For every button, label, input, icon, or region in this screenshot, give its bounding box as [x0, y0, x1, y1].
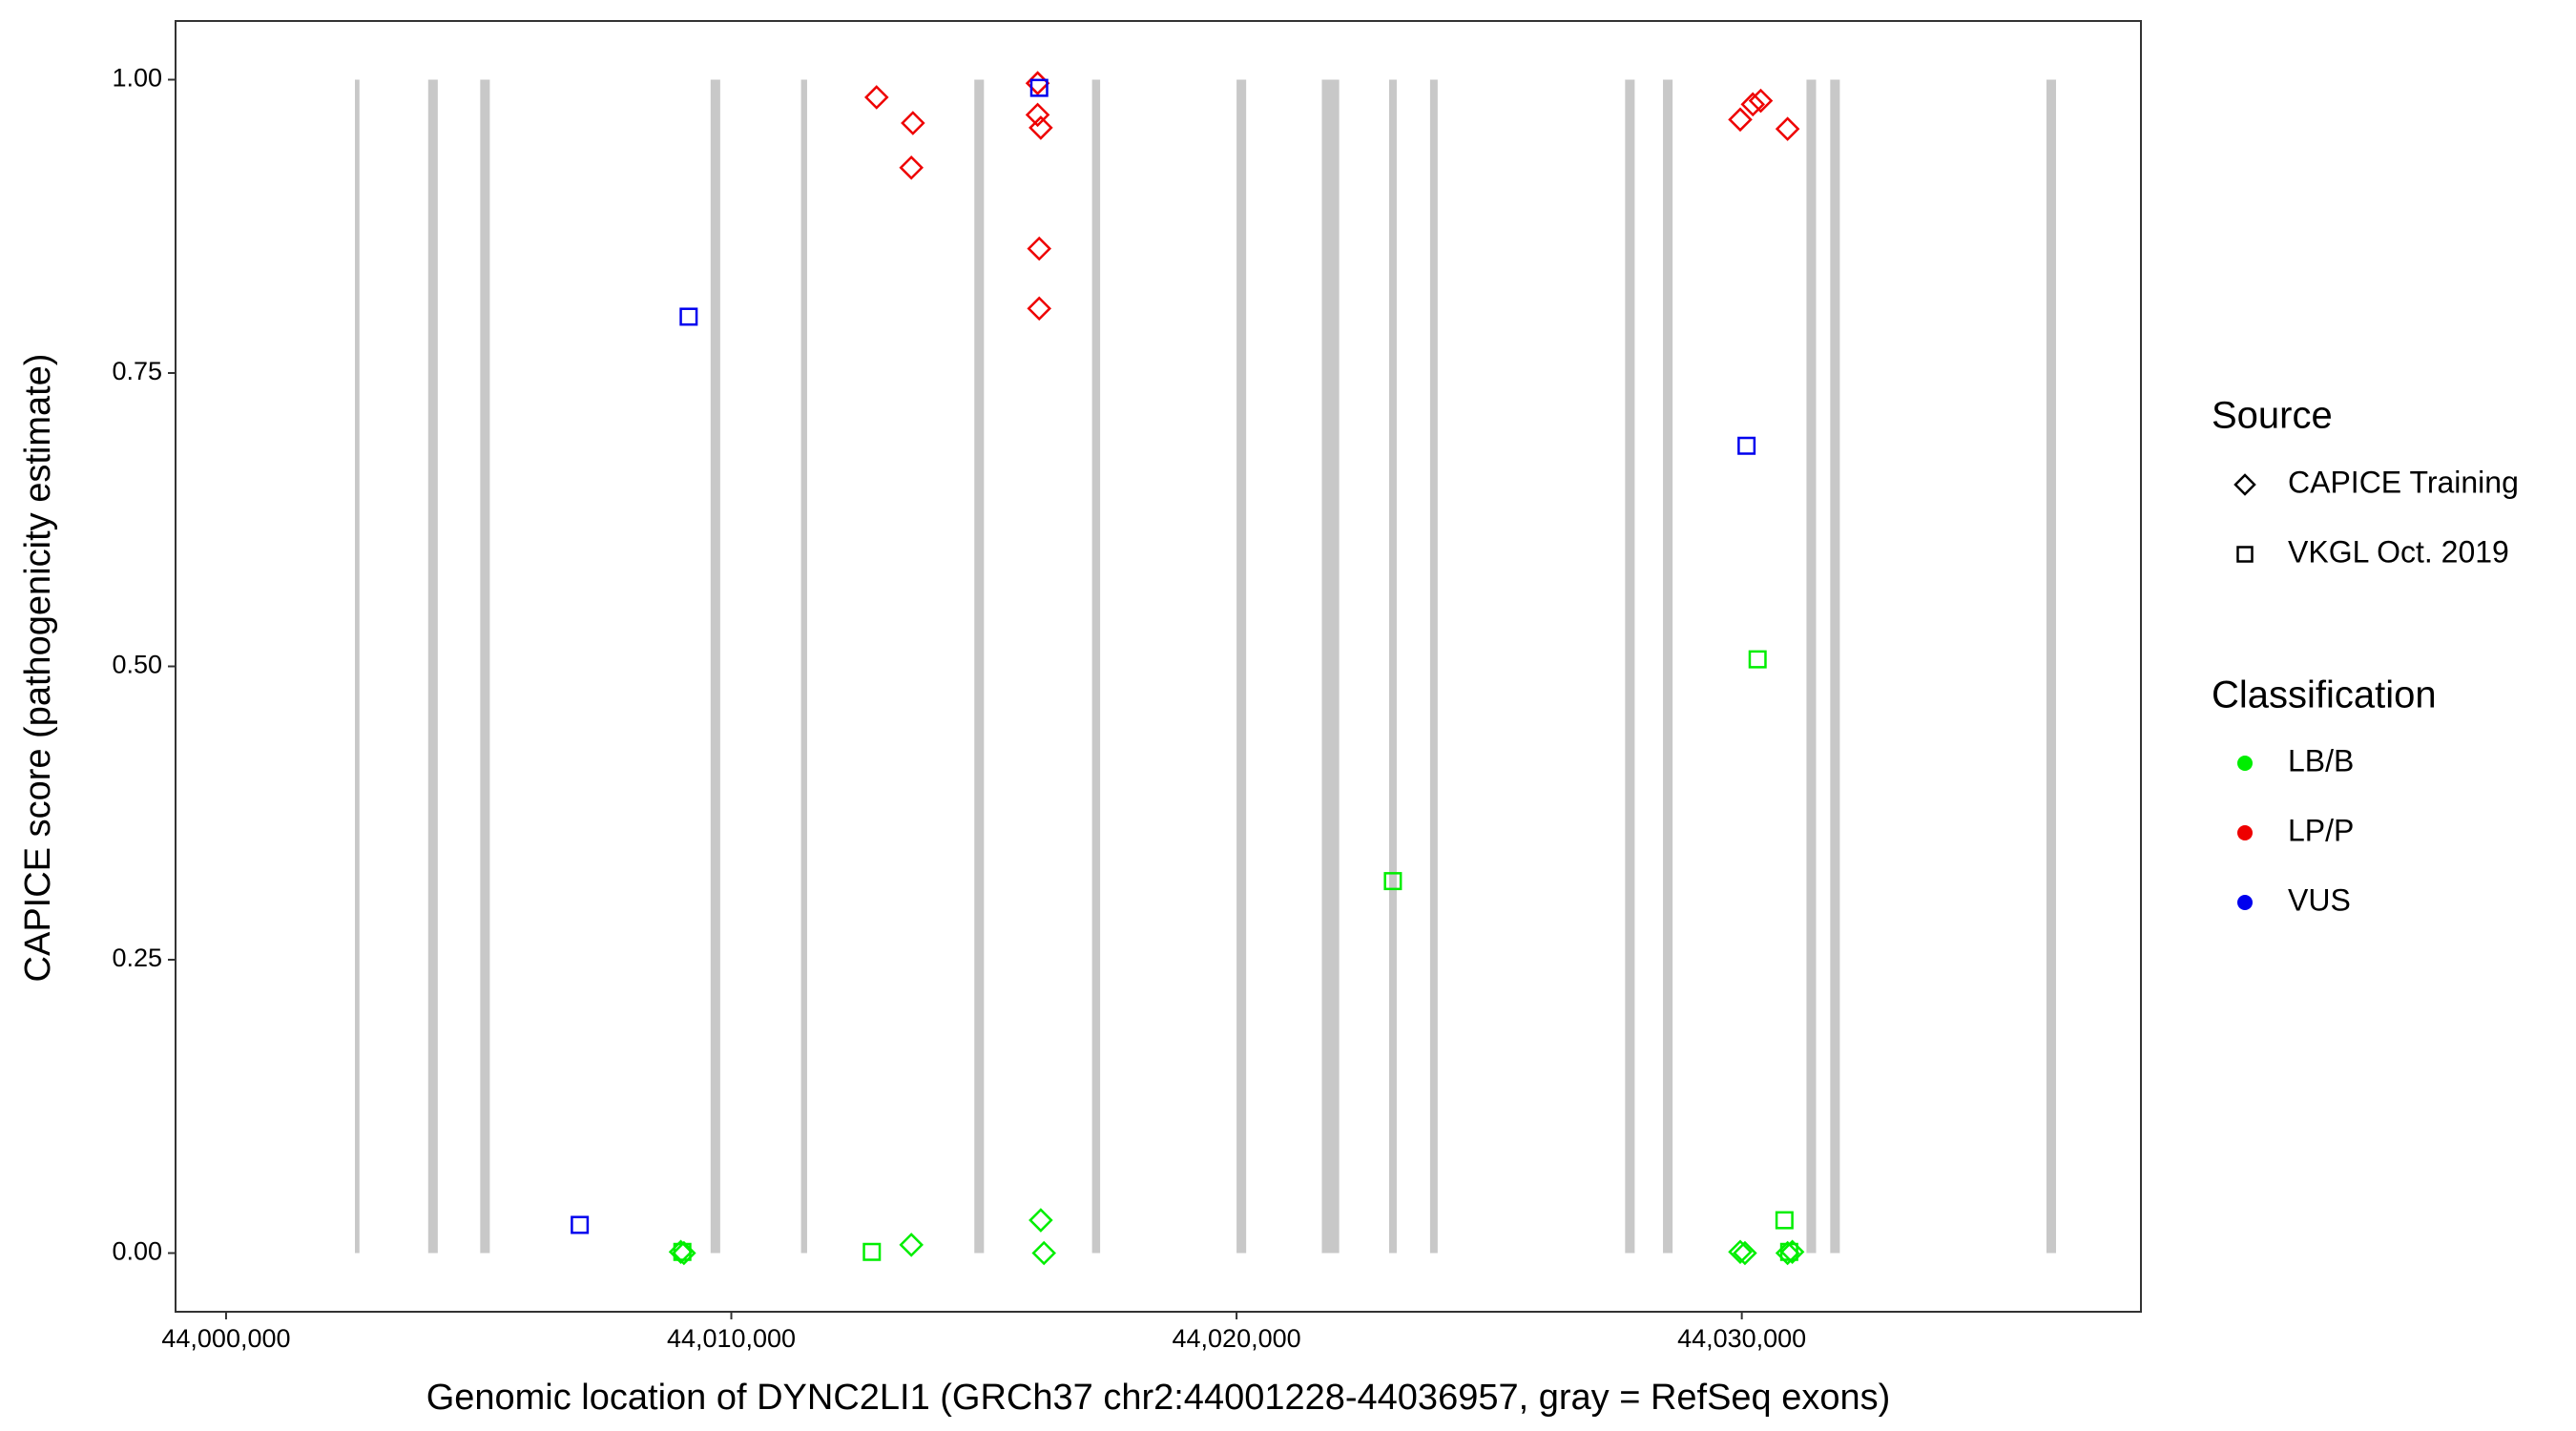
legend-label: LP/P: [2288, 813, 2354, 847]
point: [673, 1242, 692, 1261]
x-tick-label: 44,020,000: [1173, 1324, 1301, 1353]
point: [1383, 872, 1402, 891]
point: [1733, 1240, 1757, 1266]
point: [864, 85, 889, 110]
legend-marker: [2237, 825, 2253, 840]
y-tick-label: 0.00: [112, 1237, 162, 1266]
point: [1740, 92, 1766, 117]
x-tick-label: 44,030,000: [1677, 1324, 1806, 1353]
legend-label: VKGL Oct. 2019: [2288, 534, 2509, 569]
point: [1748, 88, 1774, 114]
exon: [1091, 79, 1101, 1254]
point: [899, 155, 924, 180]
exon: [1806, 79, 1817, 1254]
exon: [1429, 79, 1438, 1254]
point: [1031, 1240, 1056, 1266]
y-tick-label: 0.50: [112, 651, 162, 679]
legend-marker: [2237, 756, 2253, 771]
point: [1028, 1208, 1053, 1233]
point: [901, 111, 925, 135]
exon: [427, 79, 438, 1254]
exon: [710, 79, 720, 1254]
point: [1027, 296, 1052, 321]
legend-marker: [2236, 546, 2254, 563]
x-axis-title: Genomic location of DYNC2LI1 (GRCh37 chr…: [426, 1378, 1891, 1418]
legend-title: Classification: [2212, 674, 2437, 716]
legend-label: VUS: [2288, 882, 2351, 917]
point: [1775, 116, 1800, 141]
point: [1728, 1239, 1753, 1265]
exon: [1389, 79, 1397, 1254]
exon: [800, 79, 807, 1254]
exon: [1625, 79, 1635, 1254]
exon: [1830, 79, 1840, 1254]
legend-marker: [2237, 895, 2253, 910]
point: [1779, 1239, 1805, 1265]
legend-marker: [2233, 473, 2256, 496]
point: [679, 307, 698, 326]
point: [1027, 236, 1052, 261]
legend-title: Source: [2212, 395, 2333, 437]
y-tick-label: 0.75: [112, 357, 162, 385]
exon: [2046, 79, 2057, 1254]
exon: [974, 79, 985, 1254]
point: [862, 1242, 882, 1261]
y-tick-label: 1.00: [112, 64, 162, 93]
exon: [480, 79, 490, 1254]
point: [1737, 436, 1756, 455]
point: [1028, 115, 1053, 140]
exon: [1321, 79, 1340, 1254]
y-tick-label: 0.25: [112, 944, 162, 972]
point: [899, 1233, 924, 1257]
x-tick-label: 44,000,000: [161, 1324, 290, 1353]
legend-label: LB/B: [2288, 743, 2354, 778]
point: [1779, 1242, 1798, 1261]
y-axis-title: CAPICE score (pathogenicity estimate): [18, 354, 58, 983]
point: [571, 1215, 590, 1234]
panel-border: [175, 20, 2142, 1313]
point: [1025, 102, 1050, 128]
exon: [1236, 79, 1247, 1254]
legend-label: CAPICE Training: [2288, 465, 2519, 499]
point: [1029, 78, 1049, 97]
point: [1728, 107, 1753, 133]
exon: [1663, 79, 1673, 1254]
x-tick-label: 44,010,000: [667, 1324, 796, 1353]
point: [1748, 650, 1767, 669]
exon: [354, 79, 360, 1254]
point: [1775, 1211, 1794, 1230]
